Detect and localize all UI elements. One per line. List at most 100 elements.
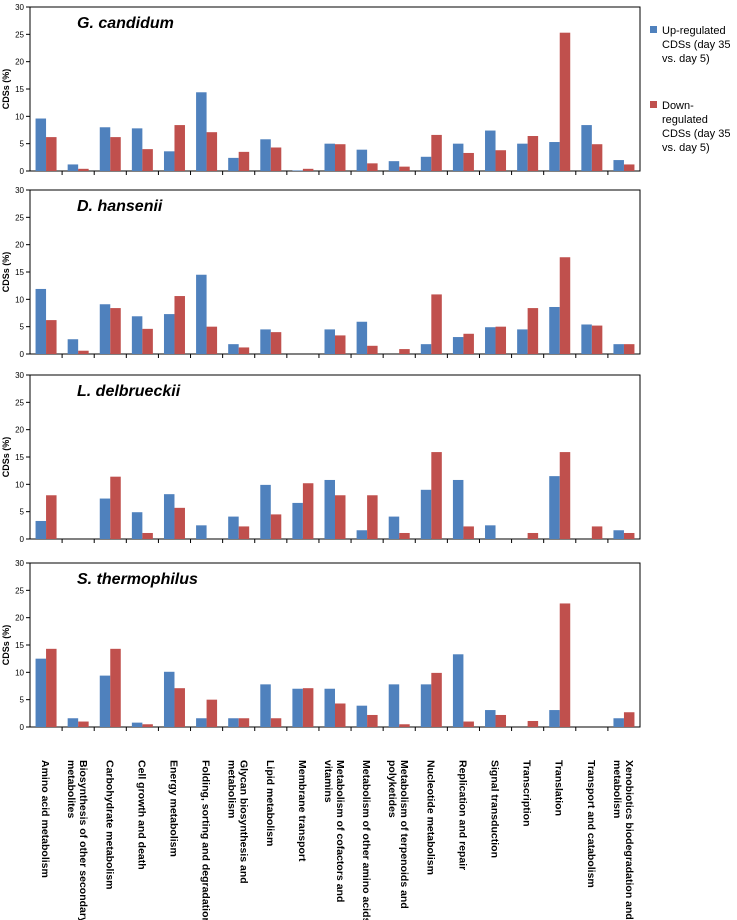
y-tick-label: 25 [15,213,24,222]
y-tick-label: 15 [15,268,24,277]
bar-up-regulated [131,316,143,354]
bar-up-regulated [292,502,303,539]
category-label: Transport and catabolism [585,760,597,888]
bar-up-regulated [196,274,207,354]
y-tick-label: 10 [15,480,24,489]
bar-up-regulated [452,337,464,354]
bar-down-regulated [174,507,185,539]
bar-down-regulated [238,526,250,539]
legend-entry-down: Down-regulated CDSs (day 35 vs. day 5) [650,100,730,154]
panel-1: 0 5 10 15 20 25 30 CDSs (%) G. candidum [1,3,641,176]
bar-up-regulated [67,164,79,171]
category-label-line: Xenobiotics biodegradation and [623,760,635,920]
category-label: Lipid metabolism [264,760,276,846]
bar-down-regulated [623,532,635,539]
bar-down-regulated [142,532,153,539]
bar-up-regulated [549,306,560,354]
bar-down-regulated [174,296,185,354]
category-label-line: Signal transduction [489,760,501,858]
bar-down-regulated [527,308,539,354]
panel-4: 0 5 10 15 20 25 30 CDSs (%) S. thermophilus [1,559,641,732]
bar-down-regulated [399,349,410,354]
bar-up-regulated [99,675,111,727]
y-tick-label: 10 [15,295,24,304]
legend-text-line: vs. day 5) [662,53,710,65]
bar-up-regulated [613,530,624,539]
category-label: Nucleotide metabolism [424,760,436,875]
bar-up-regulated [196,718,207,727]
bar-up-regulated [356,530,368,539]
bar-down-regulated [206,326,218,354]
category-label-line: Lipid metabolism [264,760,276,846]
category-label-line: Metabolism of other amino acids [360,760,372,920]
y-tick-label: 20 [15,58,24,67]
bar-up-regulated [485,710,496,727]
category-label: Metabolism of other amino acids [360,760,372,920]
y-tick-label: 5 [20,696,25,705]
bar-down-regulated [559,452,571,539]
category-label-line: polyketides [386,760,398,818]
bar-down-regulated [591,325,603,354]
bar-up-regulated [549,476,560,539]
bar-up-regulated [35,288,47,354]
bar-down-regulated [270,718,282,727]
bar-up-regulated [163,151,175,171]
panel-3: 0 5 10 15 20 25 30 CDSs (%) L. delbrueckii [1,371,641,544]
legend-text-line: CDSs (day 35 [662,39,730,51]
bar-down-regulated [238,347,250,354]
bar-up-regulated [452,143,464,171]
bar-up-regulated [292,170,303,171]
bar-up-regulated [452,654,464,727]
bar-down-regulated [110,648,121,727]
bar-up-regulated [67,339,79,354]
bar-down-regulated [623,164,635,171]
legend-entry-up: Up-regulated CDSs (day 35 vs. day 5) [650,25,730,65]
bar-up-regulated [324,143,335,171]
panel-title: L. delbrueckii [77,383,181,400]
category-label: Amino acid metabolism [39,760,51,878]
bar-down-regulated [367,163,378,171]
bar-down-regulated [559,603,571,727]
bar-up-regulated [613,344,624,354]
bar-up-regulated [228,344,239,354]
y-tick-label: 0 [20,535,25,544]
bar-up-regulated [131,722,143,727]
bar-down-regulated [335,335,346,354]
y-tick-label: 30 [15,371,24,380]
y-axis-label: CDSs (%) [1,625,11,666]
y-tick-label: 30 [15,186,24,195]
bar-down-regulated [399,166,410,171]
bar-up-regulated [485,525,496,539]
category-label-line: Translation [553,760,565,816]
category-label: Replication and repair [456,760,468,870]
panel-2: 0 5 10 15 20 25 30 CDSs (%) D. hansenii [1,186,641,359]
bar-down-regulated [46,320,57,354]
bar-up-regulated [292,688,303,727]
bar-up-regulated [228,157,239,171]
bar-up-regulated [260,684,271,727]
y-tick-label: 15 [15,85,24,94]
legend-text-line: vs. day 5) [662,142,710,154]
bar-down-regulated [527,136,539,171]
bar-down-regulated [206,132,218,171]
bar-up-regulated [356,705,368,727]
bar-down-regulated [335,495,346,539]
category-label: Membrane transport [296,760,308,862]
bar-down-regulated [142,149,153,171]
bar-up-regulated [163,314,175,354]
bar-down-regulated [591,144,603,171]
bar-up-regulated [260,329,271,354]
category-label-line: Folding, sorting and degradation [200,760,212,920]
bar-up-regulated [260,484,271,539]
bar-down-regulated [399,724,410,727]
bar-up-regulated [549,142,560,171]
y-tick-label: 5 [20,140,25,149]
bar-down-regulated [367,714,378,727]
bar-up-regulated [517,143,528,171]
bar-up-regulated [452,479,464,539]
bar-up-regulated [35,118,47,171]
